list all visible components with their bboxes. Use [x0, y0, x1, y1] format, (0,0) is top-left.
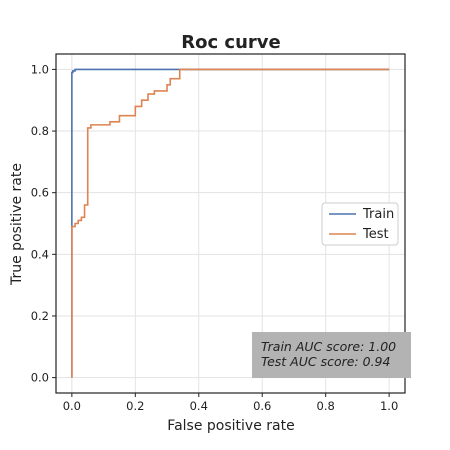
series-line-test [71, 68, 390, 378]
auc-annotation-box [252, 332, 411, 378]
x-axis-label: False positive rate [167, 418, 294, 434]
y-ticks: 0.0 0.2 0.4 0.6 0.8 1.0 [31, 62, 56, 385]
x-tick-label: 0.8 [317, 399, 335, 413]
y-tick-label: 0.4 [31, 247, 49, 261]
legend: Train Test [321, 202, 399, 246]
x-tick-label: 0.6 [253, 399, 271, 413]
series-group [71, 68, 390, 378]
legend-label-train: Train [362, 207, 394, 222]
series-line-train [71, 68, 390, 378]
x-tick-label: 0.0 [63, 399, 81, 413]
chart-title: Roc curve [181, 32, 280, 53]
x-tick-label: 0.4 [190, 399, 208, 413]
x-ticks: 0.0 0.2 0.4 0.6 0.8 1.0 [63, 393, 398, 413]
legend-label-test: Test [362, 227, 389, 242]
auc-train-text: Train AUC score: 1.00 [261, 339, 396, 354]
y-axis-label: True positive rate [9, 163, 25, 286]
y-tick-label: 0.6 [31, 186, 49, 200]
x-tick-label: 1.0 [380, 399, 398, 413]
auc-annotation: Train AUC score: 1.00 Test AUC score: 0.… [252, 332, 411, 378]
y-tick-label: 0.0 [31, 371, 49, 385]
plot-frame [55, 53, 406, 394]
x-tick-label: 0.2 [126, 399, 144, 413]
y-tick-label: 1.0 [31, 62, 49, 76]
y-tick-label: 0.2 [31, 309, 49, 323]
auc-test-text: Test AUC score: 0.94 [261, 354, 390, 369]
y-tick-label: 0.8 [31, 124, 49, 138]
